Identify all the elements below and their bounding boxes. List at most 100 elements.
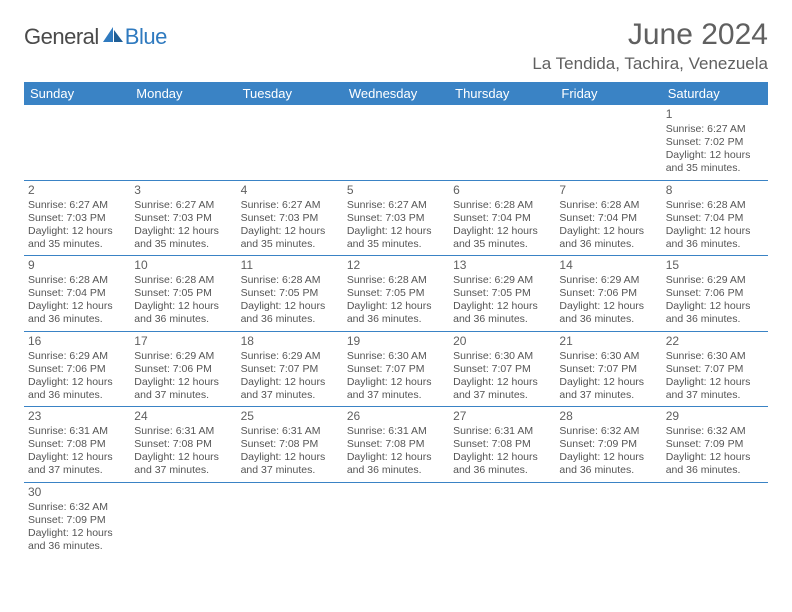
calendar-body: 1 Sunrise: 6:27 AM Sunset: 7:02 PM Daylight… xyxy=(24,105,768,557)
daylight-line-2: and 36 minutes. xyxy=(453,464,551,477)
calendar-cell xyxy=(555,482,661,557)
daylight-line-1: Daylight: 12 hours xyxy=(134,376,232,389)
sunrise-line: Sunrise: 6:29 AM xyxy=(134,350,232,363)
calendar-cell: 24Sunrise: 6:31 AMSunset: 7:08 PMDayligh… xyxy=(130,407,236,483)
daylight-line-2: and 36 minutes. xyxy=(347,313,445,326)
sunset-line: Sunset: 7:07 PM xyxy=(347,363,445,376)
day-number: 5 xyxy=(347,183,445,198)
sunrise-line: Sunrise: 6:31 AM xyxy=(347,425,445,438)
daylight-line-2: and 36 minutes. xyxy=(559,464,657,477)
calendar-cell: 13Sunrise: 6:29 AMSunset: 7:05 PMDayligh… xyxy=(449,256,555,332)
daylight-line-2: and 35 minutes. xyxy=(666,162,764,175)
month-title: June 2024 xyxy=(532,18,768,52)
sunset-line: Sunset: 7:04 PM xyxy=(559,212,657,225)
calendar-cell: 1Sunrise: 6:27 AMSunset: 7:02 PMDaylight… xyxy=(662,105,768,180)
day-number: 26 xyxy=(347,409,445,424)
calendar-cell: 9Sunrise: 6:28 AMSunset: 7:04 PMDaylight… xyxy=(24,256,130,332)
daylight-line-1: Daylight: 12 hours xyxy=(559,376,657,389)
day-number: 8 xyxy=(666,183,764,198)
calendar-cell xyxy=(237,105,343,180)
calendar-cell xyxy=(449,105,555,180)
sunrise-line: Sunrise: 6:28 AM xyxy=(28,274,126,287)
sunset-line: Sunset: 7:08 PM xyxy=(453,438,551,451)
daylight-line-2: and 35 minutes. xyxy=(347,238,445,251)
sunrise-line: Sunrise: 6:27 AM xyxy=(134,199,232,212)
day-header: Saturday xyxy=(662,82,768,105)
calendar-cell xyxy=(555,105,661,180)
sunset-line: Sunset: 7:03 PM xyxy=(347,212,445,225)
calendar-table: SundayMondayTuesdayWednesdayThursdayFrid… xyxy=(24,82,768,557)
day-header: Monday xyxy=(130,82,236,105)
sunset-line: Sunset: 7:07 PM xyxy=(453,363,551,376)
daylight-line-1: Daylight: 12 hours xyxy=(453,451,551,464)
sunset-line: Sunset: 7:08 PM xyxy=(134,438,232,451)
daylight-line-1: Daylight: 12 hours xyxy=(134,451,232,464)
calendar-cell: 14Sunrise: 6:29 AMSunset: 7:06 PMDayligh… xyxy=(555,256,661,332)
day-number: 17 xyxy=(134,334,232,349)
daylight-line-2: and 37 minutes. xyxy=(241,389,339,402)
sunrise-line: Sunrise: 6:31 AM xyxy=(453,425,551,438)
sunset-line: Sunset: 7:03 PM xyxy=(28,212,126,225)
daylight-line-1: Daylight: 12 hours xyxy=(559,225,657,238)
daylight-line-1: Daylight: 12 hours xyxy=(666,225,764,238)
calendar-cell xyxy=(237,482,343,557)
calendar-header-row: SundayMondayTuesdayWednesdayThursdayFrid… xyxy=(24,82,768,105)
sunset-line: Sunset: 7:05 PM xyxy=(453,287,551,300)
calendar-cell: 5Sunrise: 6:27 AMSunset: 7:03 PMDaylight… xyxy=(343,180,449,256)
sunrise-line: Sunrise: 6:31 AM xyxy=(28,425,126,438)
sunset-line: Sunset: 7:03 PM xyxy=(241,212,339,225)
calendar-cell: 25Sunrise: 6:31 AMSunset: 7:08 PMDayligh… xyxy=(237,407,343,483)
calendar-cell xyxy=(24,105,130,180)
calendar-cell xyxy=(130,482,236,557)
day-number: 12 xyxy=(347,258,445,273)
sunrise-line: Sunrise: 6:32 AM xyxy=(559,425,657,438)
calendar-row: 16Sunrise: 6:29 AMSunset: 7:06 PMDayligh… xyxy=(24,331,768,407)
day-number: 6 xyxy=(453,183,551,198)
daylight-line-1: Daylight: 12 hours xyxy=(134,225,232,238)
calendar-cell xyxy=(662,482,768,557)
logo-text-blue: Blue xyxy=(125,24,167,50)
day-number: 23 xyxy=(28,409,126,424)
sunrise-line: Sunrise: 6:30 AM xyxy=(559,350,657,363)
day-number: 18 xyxy=(241,334,339,349)
daylight-line-1: Daylight: 12 hours xyxy=(559,451,657,464)
daylight-line-1: Daylight: 12 hours xyxy=(347,300,445,313)
day-number: 2 xyxy=(28,183,126,198)
daylight-line-2: and 37 minutes. xyxy=(241,464,339,477)
daylight-line-1: Daylight: 12 hours xyxy=(347,225,445,238)
day-number: 28 xyxy=(559,409,657,424)
daylight-line-1: Daylight: 12 hours xyxy=(28,527,126,540)
sunrise-line: Sunrise: 6:28 AM xyxy=(559,199,657,212)
day-number: 11 xyxy=(241,258,339,273)
sunrise-line: Sunrise: 6:28 AM xyxy=(666,199,764,212)
daylight-line-2: and 36 minutes. xyxy=(666,313,764,326)
sunset-line: Sunset: 7:05 PM xyxy=(134,287,232,300)
day-number: 29 xyxy=(666,409,764,424)
daylight-line-2: and 36 minutes. xyxy=(559,313,657,326)
daylight-line-2: and 36 minutes. xyxy=(28,540,126,553)
sunset-line: Sunset: 7:02 PM xyxy=(666,136,764,149)
sunrise-line: Sunrise: 6:30 AM xyxy=(347,350,445,363)
day-header: Friday xyxy=(555,82,661,105)
calendar-cell: 27Sunrise: 6:31 AMSunset: 7:08 PMDayligh… xyxy=(449,407,555,483)
daylight-line-1: Daylight: 12 hours xyxy=(241,376,339,389)
daylight-line-2: and 35 minutes. xyxy=(134,238,232,251)
daylight-line-2: and 36 minutes. xyxy=(666,238,764,251)
calendar-row: 9Sunrise: 6:28 AMSunset: 7:04 PMDaylight… xyxy=(24,256,768,332)
daylight-line-1: Daylight: 12 hours xyxy=(347,451,445,464)
day-number: 13 xyxy=(453,258,551,273)
sunrise-line: Sunrise: 6:29 AM xyxy=(559,274,657,287)
day-number: 10 xyxy=(134,258,232,273)
sunset-line: Sunset: 7:04 PM xyxy=(28,287,126,300)
daylight-line-2: and 36 minutes. xyxy=(28,313,126,326)
day-number: 1 xyxy=(666,107,764,122)
logo-sail-icon xyxy=(101,25,125,50)
day-number: 19 xyxy=(347,334,445,349)
calendar-cell: 23Sunrise: 6:31 AMSunset: 7:08 PMDayligh… xyxy=(24,407,130,483)
calendar-cell: 19Sunrise: 6:30 AMSunset: 7:07 PMDayligh… xyxy=(343,331,449,407)
calendar-row: 1Sunrise: 6:27 AMSunset: 7:02 PMDaylight… xyxy=(24,105,768,180)
sunset-line: Sunset: 7:08 PM xyxy=(241,438,339,451)
daylight-line-2: and 36 minutes. xyxy=(241,313,339,326)
sunset-line: Sunset: 7:09 PM xyxy=(666,438,764,451)
sunrise-line: Sunrise: 6:27 AM xyxy=(241,199,339,212)
